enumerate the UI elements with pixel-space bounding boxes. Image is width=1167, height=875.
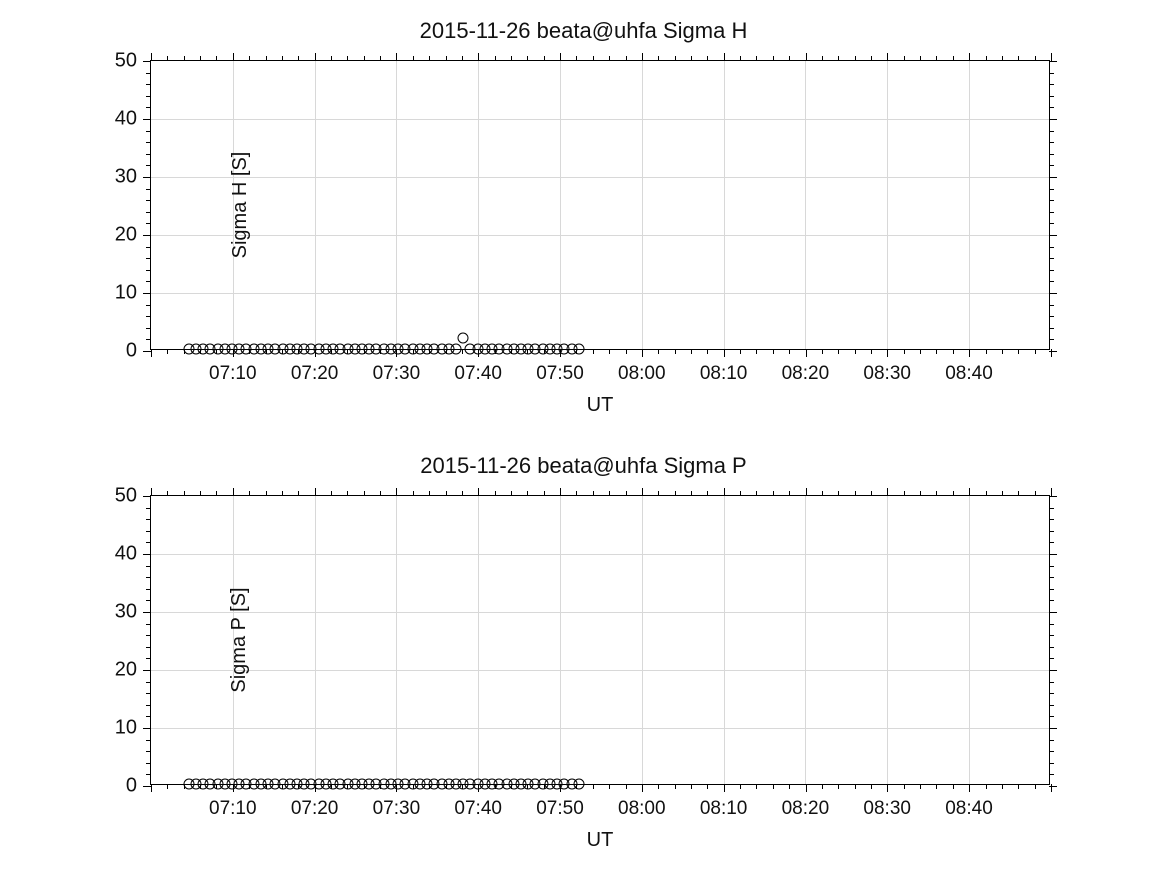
plot-area-bottom: 0 10 20 30 40 50 07:10 07:20 07:30 07:40…	[150, 495, 1050, 785]
gridline-v	[642, 496, 643, 784]
dual-chart-page: 2015-11-26 beata@uhfa Sigma H 0 10 20 30…	[0, 0, 1167, 875]
y-tick-0: 0	[97, 775, 137, 798]
x-tick-0: 07:10	[209, 798, 257, 820]
x-tick-5: 08:00	[618, 798, 666, 820]
y-tick-50: 50	[97, 485, 137, 508]
gridline-v	[969, 61, 970, 349]
gridline-v	[560, 496, 561, 784]
gridline-v	[887, 496, 888, 784]
x-tick-9: 08:40	[945, 363, 993, 385]
data-trend-line	[151, 784, 1049, 785]
gridline-h	[151, 612, 1049, 613]
x-tick-7: 08:20	[782, 798, 830, 820]
chart-panel-sigma-h: 2015-11-26 beata@uhfa Sigma H 0 10 20 30…	[0, 0, 1167, 420]
gridline-v	[560, 61, 561, 349]
gridline-v	[396, 61, 397, 349]
x-tick-3: 07:40	[454, 798, 502, 820]
gridline-h	[151, 119, 1049, 120]
chart-title-top: 2015-11-26 beata@uhfa Sigma H	[0, 18, 1167, 44]
gridline-v	[724, 61, 725, 349]
x-axis-label-top: UT	[587, 394, 614, 417]
gridline-h	[151, 670, 1049, 671]
gridline-h	[151, 554, 1049, 555]
gridline-v	[642, 61, 643, 349]
y-tick-10: 10	[97, 717, 137, 740]
y-tick-20: 20	[97, 224, 137, 247]
y-tick-30: 30	[97, 166, 137, 189]
x-tick-8: 08:30	[863, 798, 911, 820]
x-tick-2: 07:30	[373, 363, 421, 385]
x-tick-8: 08:30	[863, 363, 911, 385]
gridline-v	[805, 496, 806, 784]
gridline-v	[805, 61, 806, 349]
x-tick-6: 08:10	[700, 363, 748, 385]
x-tick-1: 07:20	[291, 798, 339, 820]
y-tick-20: 20	[97, 659, 137, 682]
plot-area-top: 0 10 20 30 40 50 07:10 07:20 07:30 07:40…	[150, 60, 1050, 350]
gridline-h	[151, 728, 1049, 729]
x-tick-3: 07:40	[454, 363, 502, 385]
x-tick-7: 08:20	[782, 363, 830, 385]
chart-panel-sigma-p: 2015-11-26 beata@uhfa Sigma P 0 10 20 30…	[0, 435, 1167, 855]
x-tick-2: 07:30	[373, 798, 421, 820]
y-tick-10: 10	[97, 282, 137, 305]
gridline-v	[724, 496, 725, 784]
gridline-v	[887, 61, 888, 349]
chart-title-bottom: 2015-11-26 beata@uhfa Sigma P	[0, 453, 1167, 479]
y-tick-40: 40	[97, 108, 137, 131]
gridline-h	[151, 293, 1049, 294]
y-tick-50: 50	[97, 50, 137, 73]
x-tick-5: 08:00	[618, 363, 666, 385]
y-axis-label-top: Sigma H [S]	[229, 152, 252, 259]
x-tick-6: 08:10	[700, 798, 748, 820]
data-point[interactable]	[458, 333, 469, 344]
x-tick-9: 08:40	[945, 798, 993, 820]
x-tick-4: 07:50	[536, 798, 584, 820]
y-tick-0: 0	[97, 340, 137, 363]
x-axis-label-bottom: UT	[587, 829, 614, 852]
gridline-h	[151, 235, 1049, 236]
x-tick-0: 07:10	[209, 363, 257, 385]
y-tick-30: 30	[97, 601, 137, 624]
gridline-v	[315, 496, 316, 784]
y-tick-40: 40	[97, 543, 137, 566]
gridline-h	[151, 177, 1049, 178]
gridline-v	[315, 61, 316, 349]
gridline-v	[969, 496, 970, 784]
data-trend-line	[151, 349, 1049, 350]
gridline-v	[396, 496, 397, 784]
x-tick-1: 07:20	[291, 363, 339, 385]
x-tick-4: 07:50	[536, 363, 584, 385]
gridline-v	[478, 496, 479, 784]
y-axis-label-bottom: Sigma P [S]	[228, 587, 251, 692]
gridline-v	[478, 61, 479, 349]
